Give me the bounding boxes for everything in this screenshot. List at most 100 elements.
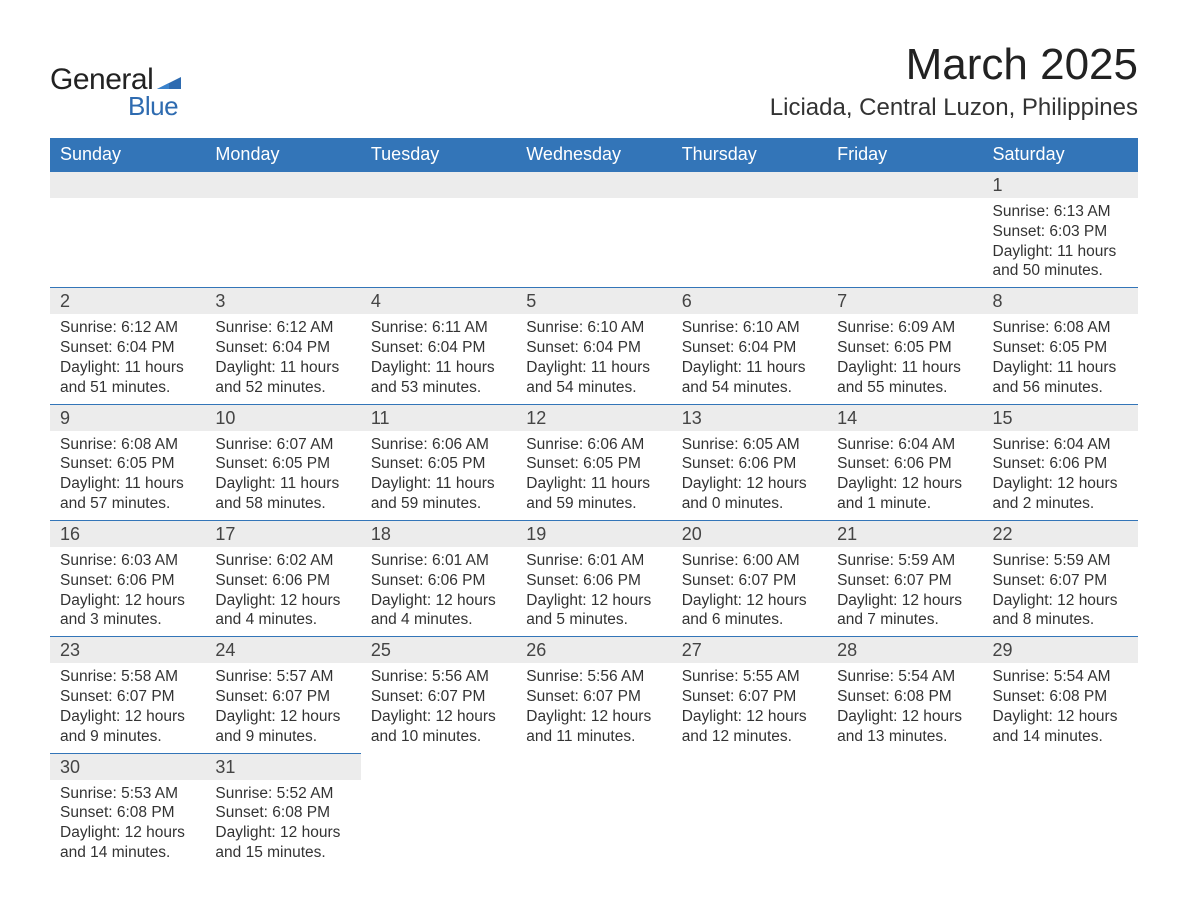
sunset-line: Sunset: 6:04 PM bbox=[682, 338, 819, 358]
sunset-line: Sunset: 6:08 PM bbox=[837, 687, 974, 707]
empty-day-body bbox=[50, 198, 205, 272]
empty-daynum bbox=[827, 172, 982, 198]
day-details: Sunrise: 6:13 AMSunset: 6:03 PMDaylight:… bbox=[983, 198, 1138, 287]
empty-day-body bbox=[827, 780, 982, 854]
weekday-header: Tuesday bbox=[361, 138, 516, 172]
day-details: Sunrise: 5:53 AMSunset: 6:08 PMDaylight:… bbox=[50, 780, 205, 869]
empty-day-body bbox=[672, 198, 827, 272]
empty-daynum bbox=[672, 172, 827, 198]
sunrise-line: Sunrise: 6:06 AM bbox=[371, 435, 508, 455]
daylight-line: Daylight: 11 hours and 51 minutes. bbox=[60, 358, 197, 398]
day-number: 13 bbox=[672, 405, 827, 431]
day-number: 24 bbox=[205, 637, 360, 663]
day-number: 8 bbox=[983, 288, 1138, 314]
empty-daynum bbox=[983, 754, 1138, 780]
daylight-line: Daylight: 12 hours and 14 minutes. bbox=[60, 823, 197, 863]
day-details: Sunrise: 5:57 AMSunset: 6:07 PMDaylight:… bbox=[205, 663, 360, 752]
day-details: Sunrise: 6:06 AMSunset: 6:05 PMDaylight:… bbox=[516, 431, 671, 520]
day-number: 17 bbox=[205, 521, 360, 547]
sunrise-line: Sunrise: 6:05 AM bbox=[682, 435, 819, 455]
day-number: 12 bbox=[516, 405, 671, 431]
day-details: Sunrise: 6:01 AMSunset: 6:06 PMDaylight:… bbox=[516, 547, 671, 636]
day-details: Sunrise: 6:08 AMSunset: 6:05 PMDaylight:… bbox=[50, 431, 205, 520]
daylight-line: Daylight: 11 hours and 54 minutes. bbox=[682, 358, 819, 398]
sunrise-line: Sunrise: 5:53 AM bbox=[60, 784, 197, 804]
day-details: Sunrise: 6:06 AMSunset: 6:05 PMDaylight:… bbox=[361, 431, 516, 520]
sunset-line: Sunset: 6:06 PM bbox=[60, 571, 197, 591]
day-details: Sunrise: 5:56 AMSunset: 6:07 PMDaylight:… bbox=[516, 663, 671, 752]
sunset-line: Sunset: 6:07 PM bbox=[215, 687, 352, 707]
sunset-line: Sunset: 6:08 PM bbox=[215, 803, 352, 823]
sunrise-line: Sunrise: 5:56 AM bbox=[371, 667, 508, 687]
day-details: Sunrise: 6:05 AMSunset: 6:06 PMDaylight:… bbox=[672, 431, 827, 520]
week-daynum-row: 23242526272829 bbox=[50, 637, 1138, 664]
sunset-line: Sunset: 6:05 PM bbox=[837, 338, 974, 358]
sunset-line: Sunset: 6:07 PM bbox=[526, 687, 663, 707]
day-details: Sunrise: 6:12 AMSunset: 6:04 PMDaylight:… bbox=[205, 314, 360, 403]
sunrise-line: Sunrise: 6:11 AM bbox=[371, 318, 508, 338]
day-number: 30 bbox=[50, 754, 205, 780]
sunrise-line: Sunrise: 6:10 AM bbox=[526, 318, 663, 338]
day-number: 1 bbox=[983, 172, 1138, 198]
sunrise-line: Sunrise: 6:02 AM bbox=[215, 551, 352, 571]
day-details: Sunrise: 6:10 AMSunset: 6:04 PMDaylight:… bbox=[516, 314, 671, 403]
weekday-header: Thursday bbox=[672, 138, 827, 172]
sunrise-line: Sunrise: 5:58 AM bbox=[60, 667, 197, 687]
brand-mark-icon bbox=[157, 71, 181, 89]
day-details: Sunrise: 5:55 AMSunset: 6:07 PMDaylight:… bbox=[672, 663, 827, 752]
week-daynum-row: 2345678 bbox=[50, 288, 1138, 315]
weekday-header: Friday bbox=[827, 138, 982, 172]
weekday-header: Monday bbox=[205, 138, 360, 172]
sunset-line: Sunset: 6:07 PM bbox=[993, 571, 1130, 591]
day-number: 3 bbox=[205, 288, 360, 314]
daylight-line: Daylight: 11 hours and 59 minutes. bbox=[371, 474, 508, 514]
daylight-line: Daylight: 12 hours and 8 minutes. bbox=[993, 591, 1130, 631]
week-body-row: Sunrise: 6:13 AMSunset: 6:03 PMDaylight:… bbox=[50, 198, 1138, 288]
day-number: 9 bbox=[50, 405, 205, 431]
daylight-line: Daylight: 11 hours and 50 minutes. bbox=[993, 242, 1130, 282]
daylight-line: Daylight: 12 hours and 4 minutes. bbox=[215, 591, 352, 631]
empty-daynum bbox=[361, 754, 516, 780]
daylight-line: Daylight: 12 hours and 10 minutes. bbox=[371, 707, 508, 747]
sunrise-line: Sunrise: 6:13 AM bbox=[993, 202, 1130, 222]
location-subtitle: Liciada, Central Luzon, Philippines bbox=[770, 94, 1138, 122]
daylight-line: Daylight: 12 hours and 3 minutes. bbox=[60, 591, 197, 631]
day-number: 29 bbox=[983, 637, 1138, 663]
day-number: 4 bbox=[361, 288, 516, 314]
day-number: 15 bbox=[983, 405, 1138, 431]
sunset-line: Sunset: 6:06 PM bbox=[215, 571, 352, 591]
day-number: 6 bbox=[672, 288, 827, 314]
day-number: 5 bbox=[516, 288, 671, 314]
empty-daynum bbox=[672, 754, 827, 780]
day-number: 21 bbox=[827, 521, 982, 547]
brand-word-2: Blue bbox=[128, 91, 178, 122]
week-body-row: Sunrise: 6:03 AMSunset: 6:06 PMDaylight:… bbox=[50, 547, 1138, 637]
day-number: 7 bbox=[827, 288, 982, 314]
day-number: 2 bbox=[50, 288, 205, 314]
week-daynum-row: 9101112131415 bbox=[50, 404, 1138, 431]
sunset-line: Sunset: 6:04 PM bbox=[60, 338, 197, 358]
sunset-line: Sunset: 6:05 PM bbox=[60, 454, 197, 474]
day-number: 22 bbox=[983, 521, 1138, 547]
day-details: Sunrise: 6:08 AMSunset: 6:05 PMDaylight:… bbox=[983, 314, 1138, 403]
sunrise-line: Sunrise: 5:55 AM bbox=[682, 667, 819, 687]
sunset-line: Sunset: 6:05 PM bbox=[526, 454, 663, 474]
day-number: 10 bbox=[205, 405, 360, 431]
daylight-line: Daylight: 12 hours and 1 minute. bbox=[837, 474, 974, 514]
sunrise-line: Sunrise: 5:54 AM bbox=[993, 667, 1130, 687]
empty-day-body bbox=[516, 198, 671, 272]
brand-logo: General Blue bbox=[50, 63, 181, 122]
week-body-row: Sunrise: 5:58 AM Sunset: 6:07 PM Daylight:… bbox=[50, 663, 1138, 753]
sunrise-line: Sunrise: 6:08 AM bbox=[993, 318, 1130, 338]
sunset-line: Sunset: 6:07 PM bbox=[837, 571, 974, 591]
day-number: 23 bbox=[50, 637, 205, 663]
daylight-line: Daylight: 11 hours and 52 minutes. bbox=[215, 358, 352, 398]
sunrise-line: Sunrise: 6:12 AM bbox=[60, 318, 197, 338]
weekday-header: Saturday bbox=[983, 138, 1138, 172]
day-details: Sunrise: 5:59 AMSunset: 6:07 PMDaylight:… bbox=[983, 547, 1138, 636]
day-number: 26 bbox=[516, 637, 671, 663]
daylight-line: Daylight: 11 hours and 57 minutes. bbox=[60, 474, 197, 514]
day-details: Sunrise: 6:09 AMSunset: 6:05 PMDaylight:… bbox=[827, 314, 982, 403]
week-body-row: Sunrise: 6:08 AMSunset: 6:05 PMDaylight:… bbox=[50, 431, 1138, 521]
month-title: March 2025 bbox=[770, 40, 1138, 90]
